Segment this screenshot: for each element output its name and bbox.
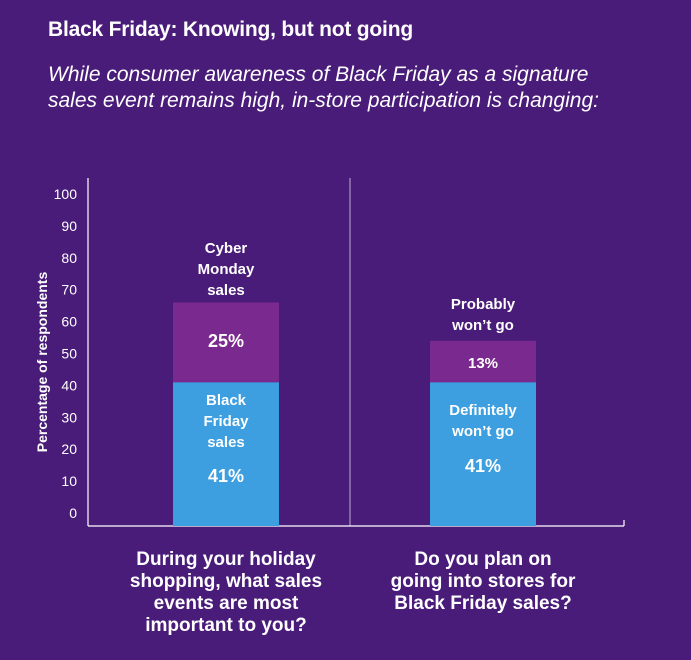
x-category-label: During your holiday shopping, what sales e… — [130, 549, 322, 636]
y-tick-label: 70 — [61, 282, 77, 298]
bar-bottom-label: Black Friday sales — [203, 392, 249, 451]
chart-subtitle: While consumer awareness of Black Friday… — [48, 63, 599, 112]
y-axis-label: Percentage of respondents — [34, 272, 50, 453]
y-tick-label: 50 — [61, 346, 77, 362]
bar-bottom-value-label: 41% — [465, 456, 501, 476]
chart-title: Black Friday: Knowing, but not going — [48, 18, 413, 41]
bar-top-value-label: 25% — [208, 331, 244, 351]
y-tick-label: 20 — [61, 441, 77, 457]
bar-bottom-label: Definitely won’t go — [449, 402, 517, 440]
y-tick-label: 80 — [61, 250, 77, 266]
bar-top-label: Cyber Monday sales — [198, 240, 255, 299]
y-tick-label: 10 — [61, 473, 77, 489]
y-tick-label: 30 — [61, 409, 77, 425]
bar-segment-bottom — [430, 382, 536, 526]
bar-segment-top — [173, 302, 279, 383]
y-tick-label: 60 — [61, 314, 77, 330]
bar-top-value-label: 13% — [468, 355, 498, 372]
bar-segment-top — [430, 340, 536, 383]
y-tick-label: 100 — [54, 186, 78, 202]
bar-segment-bottom — [173, 382, 279, 526]
bar-bottom-value-label: 41% — [208, 466, 244, 486]
x-category-label: Do you plan on going into stores for Black… — [391, 549, 576, 614]
bar-top-label: Probably won’t go — [451, 296, 516, 334]
y-tick-label: 90 — [61, 218, 77, 234]
y-tick-label: 0 — [69, 505, 77, 521]
y-tick-label: 40 — [61, 377, 77, 393]
